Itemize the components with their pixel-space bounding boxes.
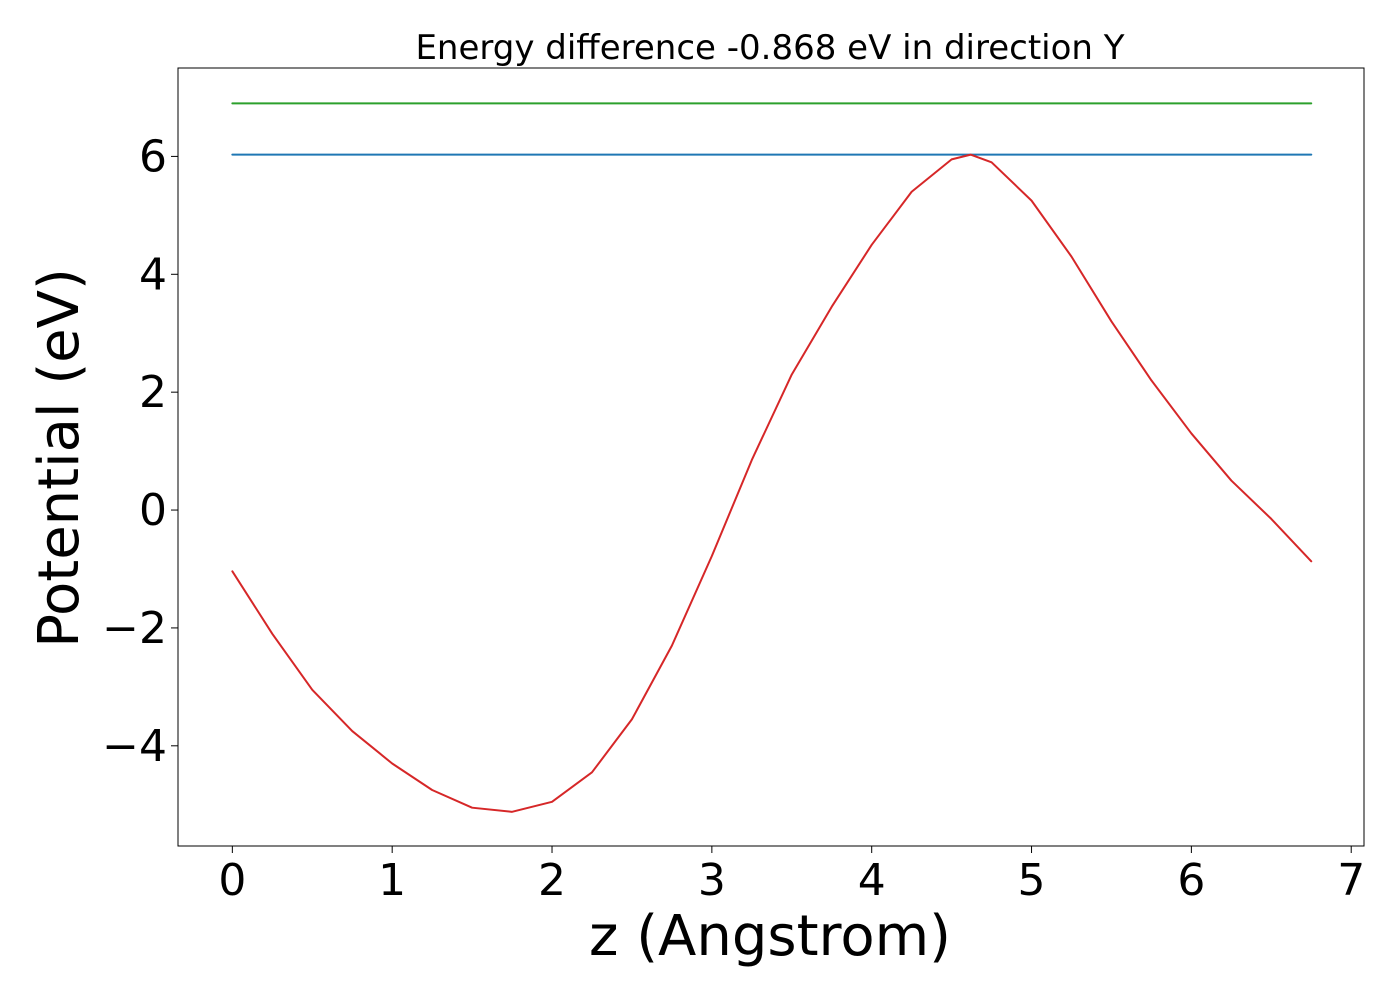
plot-background (178, 68, 1364, 846)
y-tick-label: 0 (139, 485, 167, 536)
x-axis-label: z (Angstrom) (589, 904, 951, 969)
y-tick-label: 2 (139, 367, 167, 418)
plot-area (178, 68, 1364, 846)
chart-title: Energy difference -0.868 eV in direction… (415, 28, 1124, 68)
x-tick-label: 6 (1177, 855, 1205, 906)
x-tick-label: 3 (698, 855, 726, 906)
x-tick-label: 0 (218, 855, 246, 906)
y-tick-label: −4 (102, 721, 167, 772)
y-tick-label: 4 (139, 249, 167, 300)
y-tick-label: 6 (139, 131, 167, 182)
y-tick-label: −2 (102, 603, 167, 654)
series-line-2 (231, 153, 1313, 813)
x-tick-label: 4 (858, 855, 886, 906)
x-tick-label: 5 (1018, 855, 1046, 906)
plot-frame (177, 67, 1365, 847)
x-tick-label: 2 (538, 855, 566, 906)
x-tick-label: 7 (1337, 855, 1365, 906)
axes-group: 0 1 2 3 4 5 6 7 −4 −2 0 2 4 6 (102, 67, 1365, 906)
series-group (231, 102, 1313, 813)
y-axis-label: Potential (eV) (27, 268, 92, 648)
x-tick-label: 1 (378, 855, 406, 906)
